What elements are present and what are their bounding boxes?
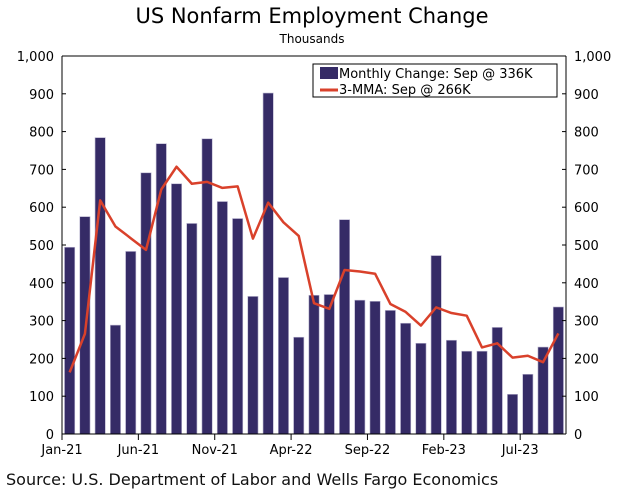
chart-title: US Nonfarm Employment Change <box>135 4 489 28</box>
x-tick-label: Feb-23 <box>422 443 466 458</box>
y-tick-label-right: 500 <box>574 239 599 254</box>
bar-Jan-22 <box>247 296 259 435</box>
y-tick-label-left: 500 <box>29 239 54 254</box>
x-tick-label: Nov-21 <box>192 443 238 458</box>
y-tick-label-left: 0 <box>46 428 54 443</box>
bar-Apr-22 <box>293 336 305 435</box>
bar-Feb-23 <box>446 339 457 435</box>
x-tick-label: Jul-23 <box>501 443 539 458</box>
bar-Nov-22 <box>400 322 412 435</box>
y-tick-label-left: 600 <box>29 201 54 216</box>
bar-Dec-22 <box>415 342 427 435</box>
y-tick-label-right: 0 <box>574 428 582 443</box>
bar-Feb-22 <box>262 92 274 435</box>
y-tick-label-right: 1,000 <box>574 50 611 65</box>
bar-Aug-21 <box>171 183 182 435</box>
bar-Jan-21 <box>64 246 76 435</box>
y-tick-label-left: 300 <box>29 315 54 330</box>
x-tick-label: Apr-22 <box>270 443 313 458</box>
bar-Aug-22 <box>354 299 366 435</box>
line-3mma <box>68 165 560 373</box>
bar-Mar-22 <box>278 277 289 435</box>
bar-Jun-21 <box>140 172 152 435</box>
y-tick-label-left: 900 <box>29 88 54 103</box>
y-tick-label-right: 700 <box>574 163 599 178</box>
bar-Jan-23 <box>430 255 442 435</box>
bar-Nov-21 <box>216 201 228 435</box>
y-tick-label-left: 100 <box>29 390 54 405</box>
bar-Sep-22 <box>369 301 381 435</box>
legend-label-line: 3-MMA: Sep @ 266K <box>339 83 471 98</box>
bar-Apr-21 <box>110 324 121 435</box>
bar-Jul-23 <box>522 373 534 435</box>
bar-Mar-21 <box>94 137 106 435</box>
x-tick-label: Jun-21 <box>117 443 160 458</box>
y-tick-label-right: 400 <box>574 277 599 292</box>
chart-subtitle: Thousands <box>279 32 345 46</box>
x-tick-label: Sep-22 <box>345 443 391 458</box>
y-tick-label-left: 1,000 <box>17 50 54 65</box>
y-tick-label-right: 100 <box>574 390 599 405</box>
bar-Dec-21 <box>232 218 244 435</box>
legend-swatch-bar <box>320 67 338 79</box>
bar-Mar-23 <box>461 350 473 435</box>
bar-Oct-22 <box>384 310 396 435</box>
x-tick-label: Jan-21 <box>40 443 82 458</box>
legend-box <box>312 63 558 98</box>
bar-Sep-23 <box>552 306 564 435</box>
bar-Jun-23 <box>507 394 518 435</box>
y-tick-label-left: 700 <box>29 163 54 178</box>
bar-Jul-22 <box>339 219 350 435</box>
y-tick-label-right: 300 <box>574 315 599 330</box>
source-note: Source: U.S. Department of Labor and Wel… <box>6 470 499 489</box>
y-tick-label-left: 200 <box>29 352 54 367</box>
y-tick-label-right: 900 <box>574 88 599 103</box>
y-tick-label-right: 800 <box>574 126 599 141</box>
y-tick-label-right: 200 <box>574 352 599 367</box>
y-tick-label-right: 600 <box>574 201 599 216</box>
bar-Apr-23 <box>476 350 488 435</box>
y-tick-label-left: 800 <box>29 126 54 141</box>
legend-label-bar: Monthly Change: Sep @ 336K <box>339 67 533 82</box>
bar-May-22 <box>308 294 320 435</box>
bar-May-21 <box>125 251 137 435</box>
y-tick-label-left: 400 <box>29 277 54 292</box>
bar-Jun-22 <box>323 294 335 435</box>
bar-Sep-21 <box>186 223 198 435</box>
